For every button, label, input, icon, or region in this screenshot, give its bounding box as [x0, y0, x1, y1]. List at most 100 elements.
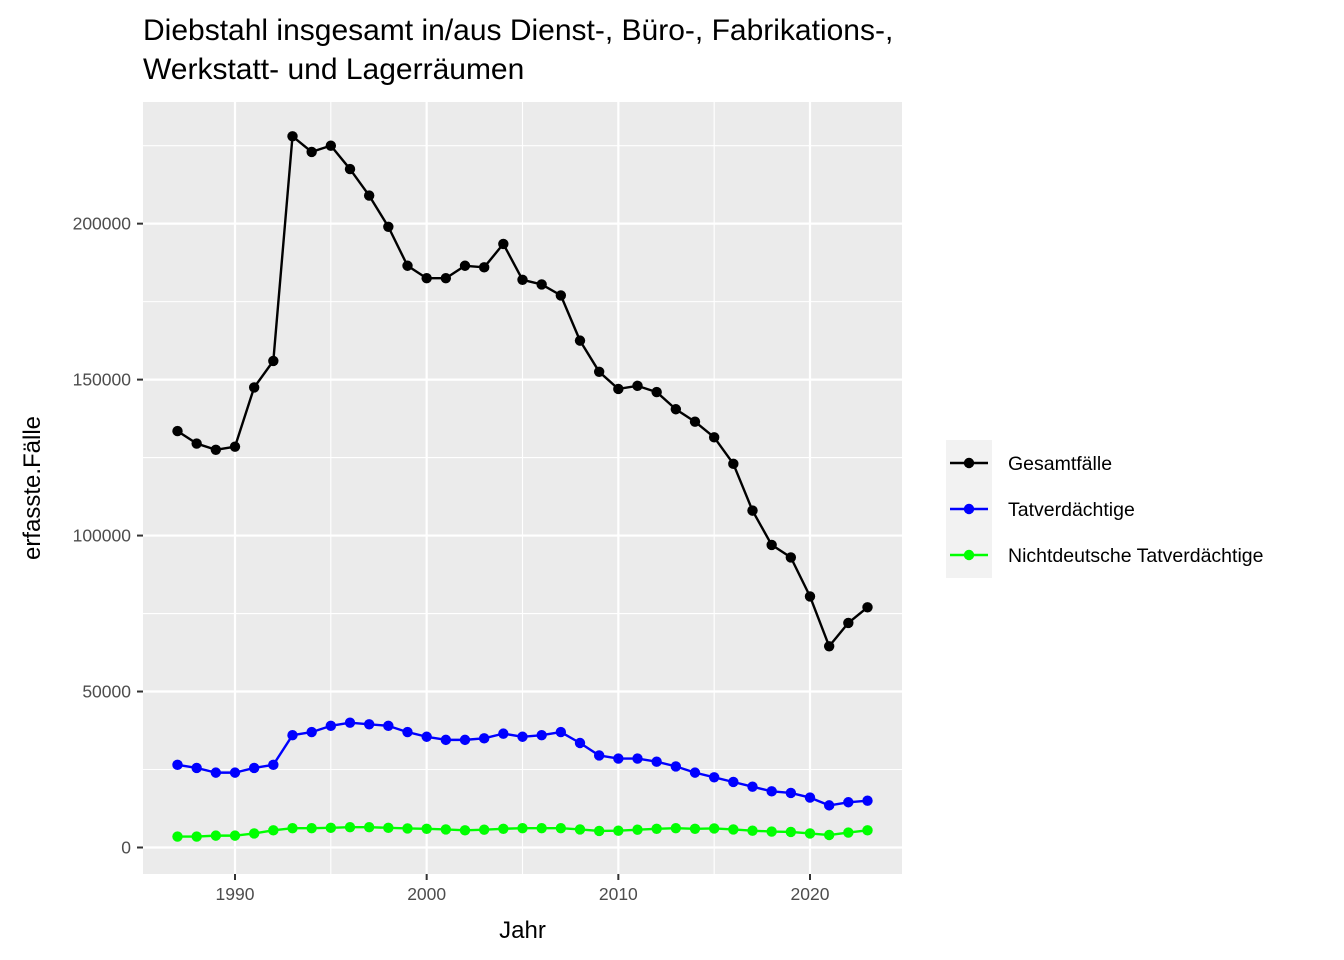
- x-tick-label: 2020: [791, 884, 830, 904]
- data-point: [728, 776, 739, 788]
- data-point: [536, 822, 547, 834]
- series-layer: [172, 131, 873, 842]
- data-point: [248, 382, 260, 393]
- data-point: [363, 190, 375, 201]
- data-point: [306, 726, 317, 738]
- data-point: [555, 290, 567, 301]
- data-point: [402, 260, 413, 271]
- data-point: [785, 552, 797, 563]
- legend: Gesamtfälle Tatverdächtige Nichtdeutsche T…: [946, 440, 1263, 578]
- data-point: [843, 797, 854, 808]
- data-point: [632, 753, 643, 764]
- data-point: [536, 279, 547, 290]
- data-point: [593, 825, 605, 837]
- data-point: [287, 822, 298, 834]
- legend-item-1: Tatverdächtige: [950, 499, 1135, 521]
- y-tick-label: 150000: [73, 370, 132, 390]
- data-point: [823, 829, 835, 841]
- data-point: [268, 825, 279, 836]
- data-point: [172, 831, 183, 842]
- data-point: [708, 432, 720, 443]
- legend-label: Tatverdächtige: [1008, 499, 1135, 521]
- data-point: [632, 824, 643, 835]
- data-point: [766, 539, 777, 551]
- data-point: [747, 505, 758, 516]
- data-point: [574, 824, 586, 835]
- data-point: [555, 822, 567, 834]
- data-point: [651, 823, 662, 834]
- data-point: [823, 800, 835, 811]
- data-point: [440, 273, 452, 284]
- x-axis-title: Jahr: [499, 917, 546, 944]
- data-point: [862, 602, 873, 613]
- legend-item-2: Nichtdeutsche Tatverdächtige: [950, 545, 1263, 567]
- data-point: [747, 825, 758, 836]
- data-point: [383, 822, 394, 834]
- data-point: [843, 617, 854, 629]
- data-point: [402, 823, 413, 834]
- data-point: [574, 335, 586, 346]
- x-tick-label: 2000: [407, 884, 446, 904]
- data-point: [766, 826, 777, 837]
- data-point: [440, 734, 452, 746]
- data-point: [421, 823, 432, 834]
- data-point: [708, 823, 720, 834]
- data-point: [862, 795, 873, 806]
- data-point: [172, 759, 183, 771]
- data-point: [708, 772, 720, 783]
- data-point: [383, 221, 394, 232]
- data-point: [363, 719, 375, 730]
- legend-key-point: [963, 457, 975, 469]
- data-point: [632, 380, 643, 392]
- data-point: [306, 146, 317, 158]
- data-point: [191, 762, 202, 774]
- data-point: [785, 826, 797, 838]
- data-point: [804, 792, 816, 803]
- data-point: [248, 762, 260, 774]
- data-point: [248, 828, 260, 839]
- data-point: [689, 823, 701, 834]
- x-tick-label: 2010: [599, 884, 638, 904]
- data-point: [498, 823, 509, 834]
- data-point: [555, 726, 567, 738]
- data-point: [210, 767, 222, 778]
- data-point: [613, 825, 624, 836]
- y-tick-label: 100000: [73, 526, 132, 546]
- data-point: [325, 720, 337, 732]
- data-point: [268, 355, 279, 367]
- major-gridlines: [143, 102, 902, 874]
- data-point: [670, 761, 682, 772]
- data-point: [728, 458, 739, 470]
- data-point: [383, 720, 394, 732]
- y-tick-label: 50000: [82, 682, 131, 702]
- axes-layer: 1990 2000 2010 2020 0 50000 100000 150000 200000: [73, 214, 830, 904]
- data-point: [823, 641, 835, 652]
- chart-title-line-1: Diebstahl insgesamt in/aus Dienst-, Büro…: [143, 14, 893, 47]
- data-point: [210, 830, 222, 841]
- data-point: [210, 444, 222, 455]
- data-point: [498, 728, 509, 739]
- data-point: [670, 822, 682, 834]
- x-tick-label: 1990: [216, 884, 255, 904]
- data-point: [651, 756, 662, 767]
- data-point: [843, 827, 854, 838]
- data-point: [766, 786, 777, 797]
- data-point: [191, 831, 202, 842]
- legend-key-point: [963, 549, 975, 561]
- data-point: [459, 260, 471, 271]
- y-tick-label: 200000: [73, 214, 132, 234]
- data-point: [363, 822, 375, 833]
- data-point: [613, 383, 624, 395]
- data-point: [421, 731, 432, 742]
- data-point: [747, 781, 758, 792]
- data-point: [498, 238, 509, 250]
- data-point: [785, 787, 797, 799]
- minor-gridlines: [143, 102, 902, 874]
- data-point: [536, 729, 547, 741]
- data-point: [229, 767, 241, 778]
- series-0: [172, 131, 873, 652]
- data-point: [344, 163, 356, 175]
- data-point: [478, 824, 490, 835]
- data-point: [728, 824, 739, 835]
